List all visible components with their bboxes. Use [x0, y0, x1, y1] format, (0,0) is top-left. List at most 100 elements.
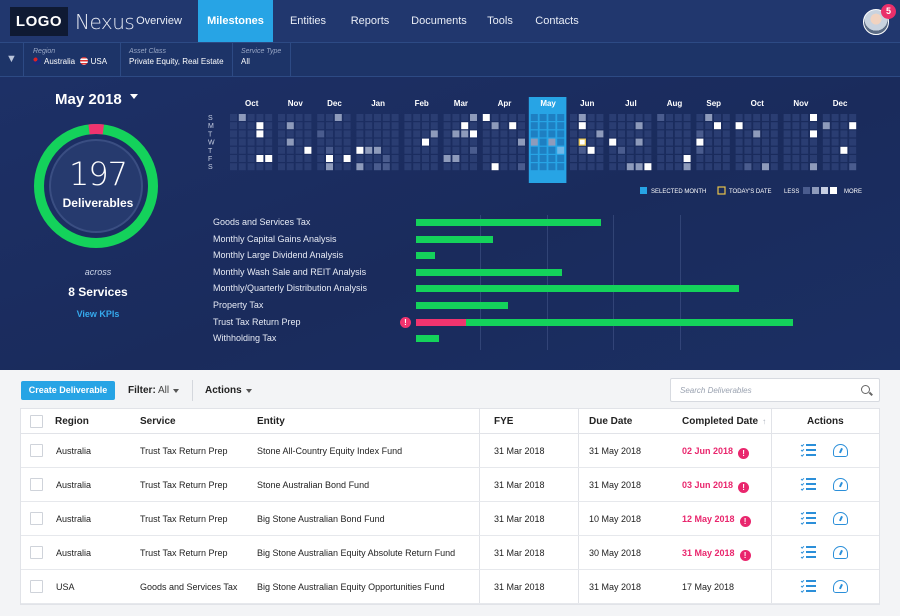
- heatmap-cell[interactable]: [452, 146, 460, 154]
- heatmap-cell[interactable]: [295, 155, 303, 162]
- heatmap-cell[interactable]: [374, 163, 381, 171]
- heatmap-cell[interactable]: [238, 130, 246, 138]
- heatmap-cell[interactable]: [753, 146, 761, 154]
- month-label[interactable]: Jun: [580, 99, 594, 108]
- heatmap-cell[interactable]: [295, 130, 303, 138]
- heatmap-cell[interactable]: [849, 146, 857, 154]
- heatmap-cell[interactable]: [247, 146, 255, 154]
- heatmap-cell[interactable]: [470, 155, 477, 162]
- heatmap-cell[interactable]: [343, 122, 351, 130]
- heatmap-cell[interactable]: [831, 138, 839, 146]
- table-row[interactable]: Australia Trust Tax Return Prep Big Stone …: [21, 536, 879, 570]
- heatmap-cell[interactable]: [557, 114, 565, 121]
- month-selector[interactable]: May 2018: [55, 91, 122, 108]
- month-label[interactable]: Aug: [667, 99, 683, 108]
- heatmap-cell[interactable]: [265, 146, 273, 154]
- heatmap-cell[interactable]: [356, 155, 364, 162]
- heatmap-cell[interactable]: [295, 138, 303, 146]
- heatmap-cell[interactable]: [674, 122, 682, 130]
- heatmap-cell[interactable]: [500, 122, 508, 130]
- heatmap-cell[interactable]: [635, 163, 643, 171]
- nav-contacts[interactable]: Contacts: [535, 15, 579, 27]
- heatmap-cell[interactable]: [596, 114, 604, 121]
- heatmap-cell[interactable]: [230, 138, 237, 146]
- nav-entities[interactable]: Entities: [289, 15, 327, 27]
- heatmap-cell[interactable]: [256, 130, 264, 138]
- heatmap-cell[interactable]: [792, 114, 800, 121]
- heatmap-cell[interactable]: [256, 155, 264, 162]
- heatmap-cell[interactable]: [343, 114, 351, 121]
- heatmap-cell[interactable]: [548, 130, 556, 138]
- heatmap-cell[interactable]: [801, 138, 809, 146]
- heatmap-cell[interactable]: [374, 138, 381, 146]
- heatmap-cell[interactable]: [482, 163, 490, 171]
- heatmap-cell[interactable]: [578, 163, 586, 171]
- heatmap-cell[interactable]: [753, 138, 761, 146]
- heatmap-cell[interactable]: [770, 138, 778, 146]
- heatmap-cell[interactable]: [696, 122, 704, 130]
- service-bar-row[interactable]: Withholding Tax: [205, 331, 885, 347]
- heatmap-cell[interactable]: [644, 138, 652, 146]
- heatmap-cell[interactable]: [482, 114, 490, 121]
- heatmap-cell[interactable]: [430, 163, 438, 171]
- heatmap-cell[interactable]: [518, 163, 525, 171]
- heatmap-cell[interactable]: [696, 155, 704, 162]
- heatmap-cell[interactable]: [578, 122, 586, 130]
- heatmap-cell[interactable]: [635, 114, 643, 121]
- column-due-date[interactable]: Due Date: [589, 416, 633, 427]
- heatmap-cell[interactable]: [365, 122, 373, 130]
- heatmap-cell[interactable]: [334, 130, 342, 138]
- heatmap-cell[interactable]: [247, 163, 255, 171]
- service-bar-row[interactable]: Monthly Capital Gains Analysis: [205, 232, 885, 248]
- heatmap-cell[interactable]: [317, 114, 325, 121]
- heatmap-cell[interactable]: [326, 155, 333, 162]
- heatmap-cell[interactable]: [286, 138, 294, 146]
- heatmap-cell[interactable]: [644, 122, 652, 130]
- heatmap-cell[interactable]: [509, 138, 517, 146]
- heatmap-cell[interactable]: [413, 114, 421, 121]
- heatmap-cell[interactable]: [831, 122, 839, 130]
- heatmap-cell[interactable]: [539, 130, 547, 138]
- heatmap-cell[interactable]: [422, 114, 429, 121]
- heatmap-cell[interactable]: [530, 163, 538, 171]
- heatmap-cell[interactable]: [530, 114, 538, 121]
- heatmap-cell[interactable]: [422, 155, 429, 162]
- heatmap-cell[interactable]: [374, 155, 381, 162]
- heatmap-cell[interactable]: [683, 155, 691, 162]
- dashboard-gauge-icon[interactable]: [833, 478, 848, 491]
- chevron-down-icon[interactable]: [246, 389, 252, 393]
- heatmap-cell[interactable]: [674, 138, 682, 146]
- heatmap-cell[interactable]: [770, 163, 778, 171]
- month-label[interactable]: Jan: [371, 99, 385, 108]
- heatmap-cell[interactable]: [570, 122, 577, 130]
- heatmap-cell[interactable]: [609, 122, 617, 130]
- heatmap-cell[interactable]: [518, 122, 525, 130]
- heatmap-cell[interactable]: [735, 130, 743, 138]
- heatmap-cell[interactable]: [539, 155, 547, 162]
- heatmap-cell[interactable]: [326, 138, 333, 146]
- heatmap-cell[interactable]: [548, 163, 556, 171]
- heatmap-cell[interactable]: [286, 146, 294, 154]
- heatmap-cell[interactable]: [326, 130, 333, 138]
- heatmap-cell[interactable]: [801, 155, 809, 162]
- heatmap-cell[interactable]: [509, 155, 517, 162]
- checklist-icon[interactable]: [800, 579, 816, 593]
- heatmap-cell[interactable]: [422, 122, 429, 130]
- heatmap-cell[interactable]: [238, 122, 246, 130]
- heatmap-cell[interactable]: [500, 146, 508, 154]
- heatmap-cell[interactable]: [722, 114, 730, 121]
- heatmap-cell[interactable]: [334, 155, 342, 162]
- heatmap-cell[interactable]: [683, 122, 691, 130]
- heatmap-cell[interactable]: [657, 138, 665, 146]
- heatmap-cell[interactable]: [618, 122, 625, 130]
- heatmap-cell[interactable]: [557, 163, 565, 171]
- heatmap-cell[interactable]: [518, 130, 525, 138]
- heatmap-cell[interactable]: [482, 138, 490, 146]
- heatmap-cell[interactable]: [714, 114, 721, 121]
- heatmap-cell[interactable]: [744, 155, 752, 162]
- heatmap-cell[interactable]: [587, 146, 595, 154]
- heatmap-cell[interactable]: [722, 138, 730, 146]
- heatmap-cell[interactable]: [470, 122, 477, 130]
- month-label[interactable]: Dec: [327, 99, 342, 108]
- checklist-icon[interactable]: [800, 545, 816, 559]
